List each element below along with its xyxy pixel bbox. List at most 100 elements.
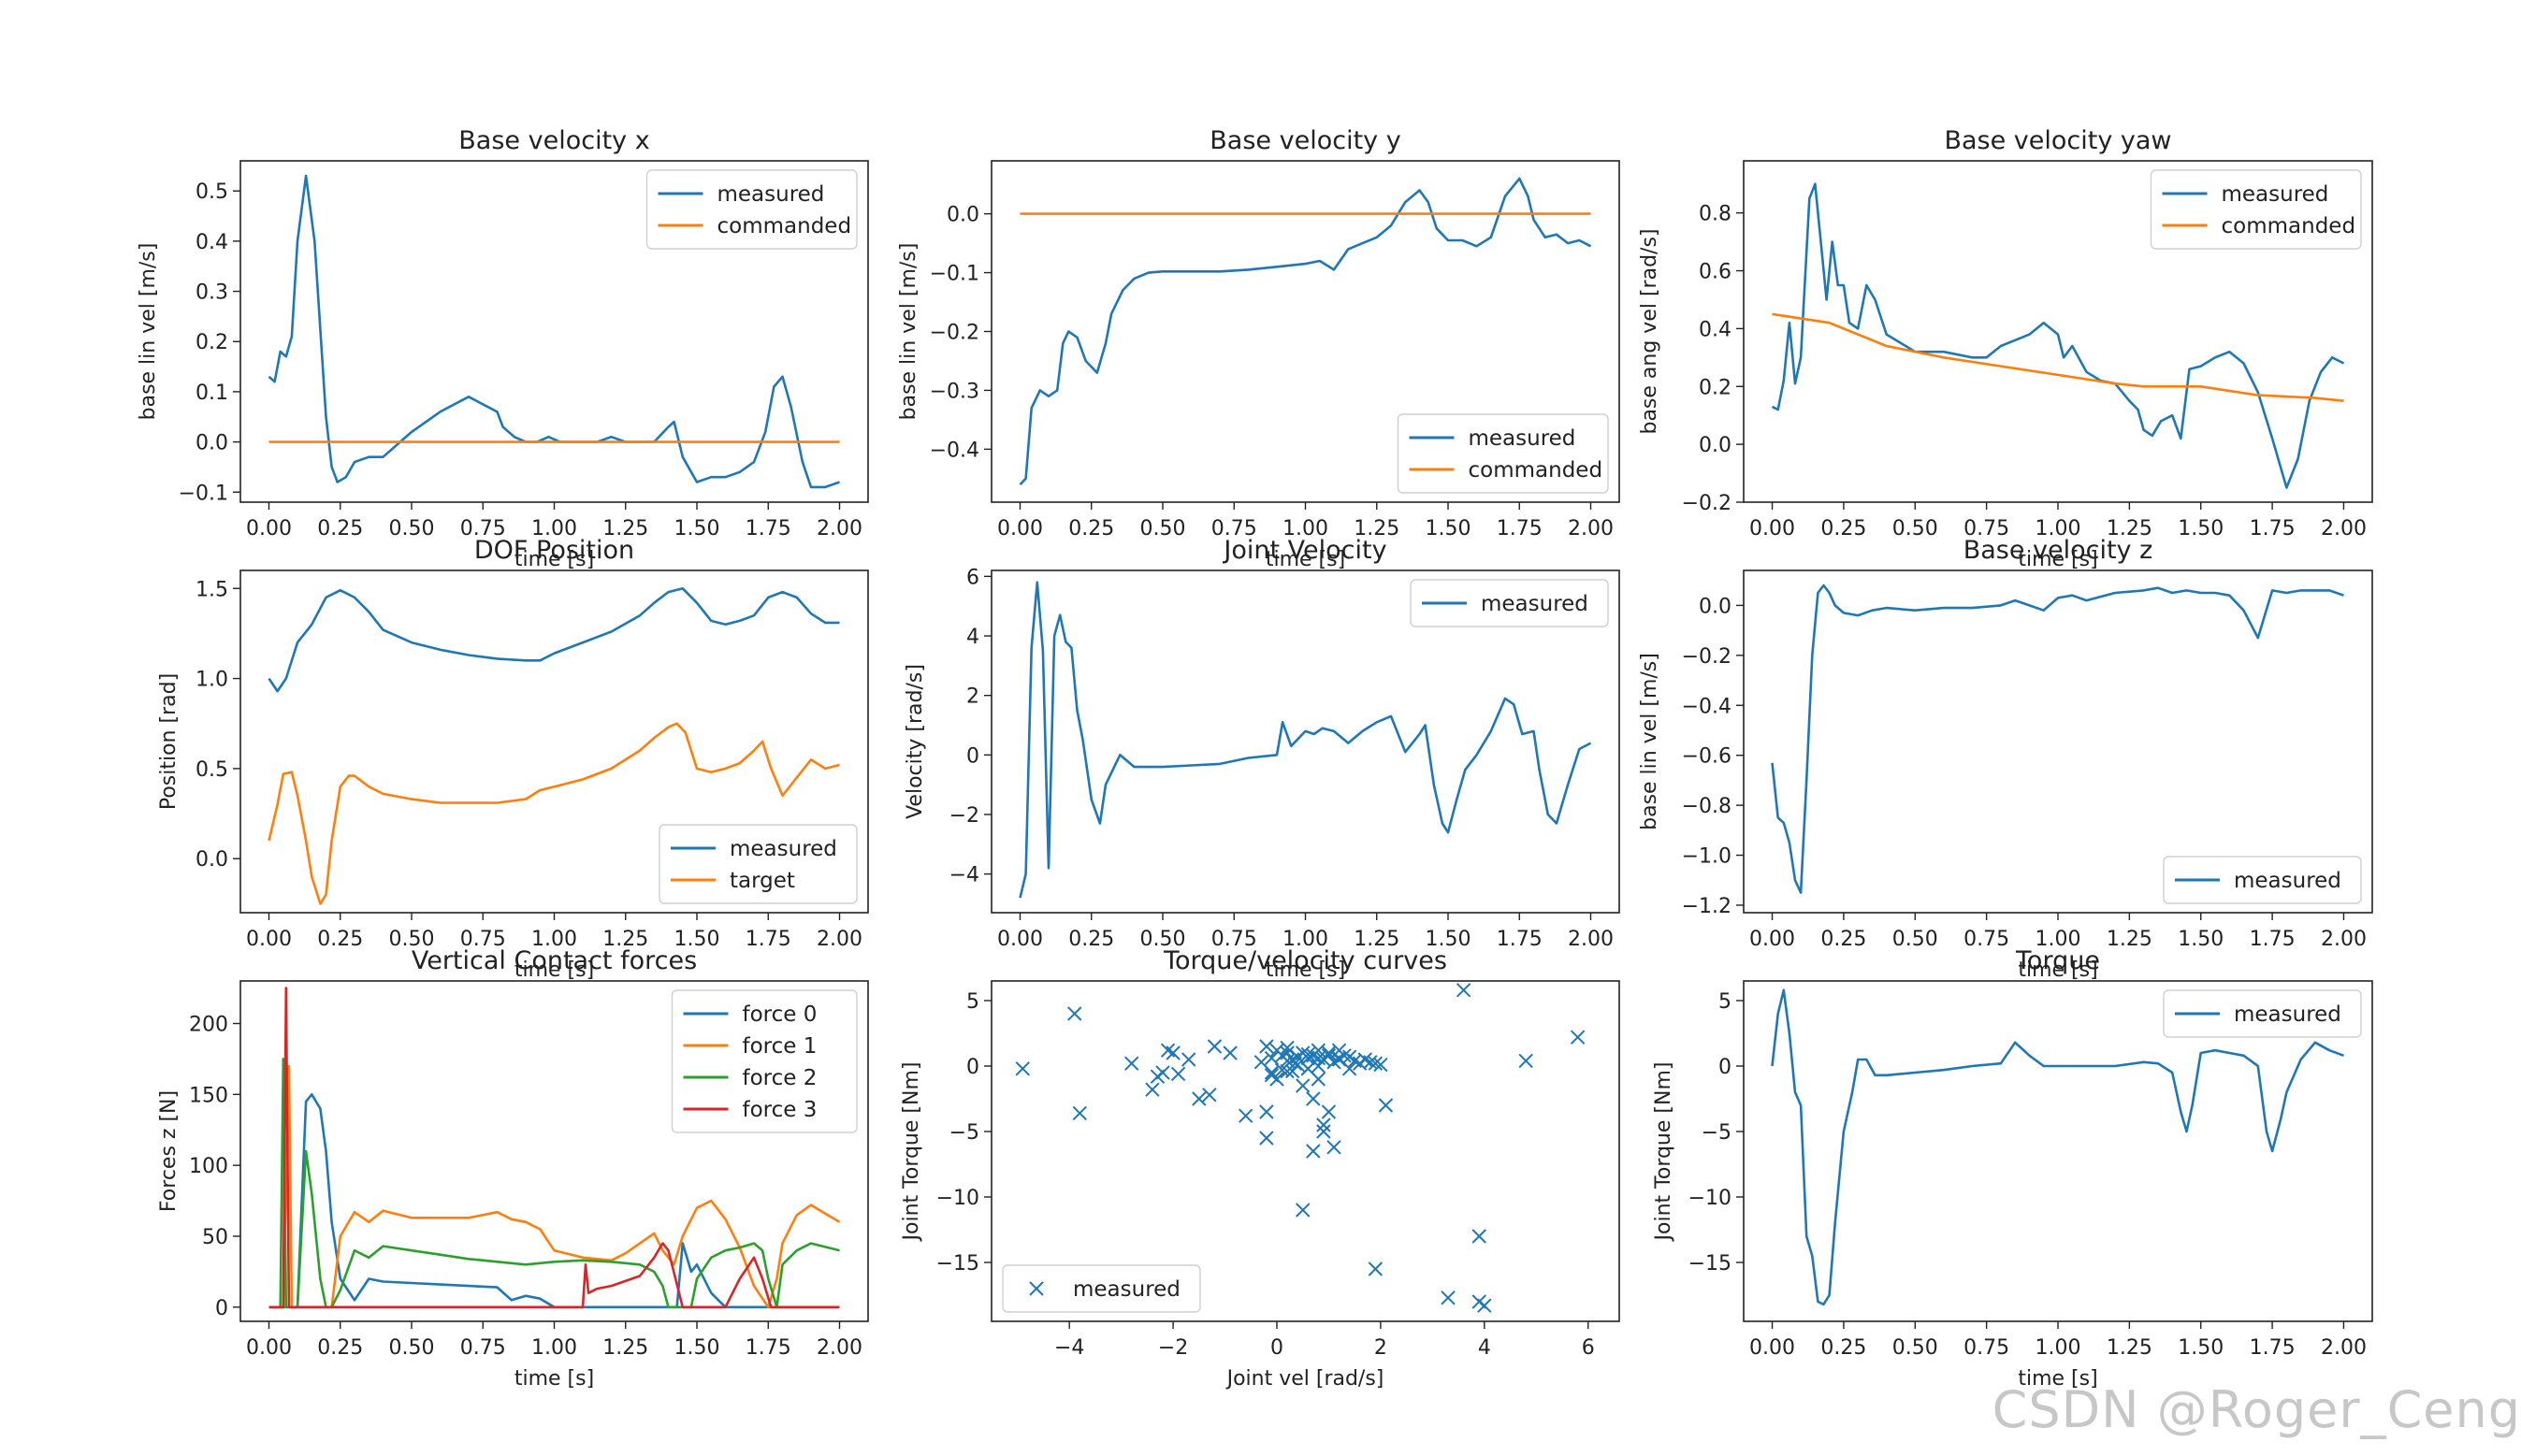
legend-label: force 1 xyxy=(743,1034,818,1059)
x-tick-label: 0.00 xyxy=(246,928,292,951)
x-tick-label: 1.00 xyxy=(2036,1336,2081,1360)
data-point xyxy=(1570,1030,1586,1045)
data-point xyxy=(1259,1039,1274,1054)
series-line-force-2 xyxy=(268,1058,840,1309)
x-tick-label: 0.25 xyxy=(317,517,363,541)
x-tick-label: 1.00 xyxy=(2036,928,2081,951)
y-tick-label: −5 xyxy=(949,1121,979,1145)
legend: measured commanded xyxy=(1397,413,1609,494)
y-tick-label: 50 xyxy=(202,1226,228,1249)
x-tick-label: 2.00 xyxy=(1568,517,1614,541)
x-tick-label: 1.00 xyxy=(531,517,577,541)
x-tick-label: 1.75 xyxy=(1497,928,1543,951)
data-point xyxy=(1145,1082,1160,1097)
x-tick-label: 6 xyxy=(1582,1336,1595,1360)
chart-title: Base velocity y xyxy=(1210,126,1400,155)
legend-label: measured xyxy=(730,837,837,861)
y-axis-label: base lin vel [m/s] xyxy=(1638,653,1661,830)
data-point xyxy=(1368,1261,1384,1276)
data-point xyxy=(1264,1068,1280,1083)
y-tick-label: 6 xyxy=(966,566,979,589)
plot-area xyxy=(268,587,840,905)
x-tick-label: 0.75 xyxy=(460,928,506,951)
y-tick-label: 150 xyxy=(189,1084,228,1107)
y-tick-label: 0.4 xyxy=(1699,318,1731,341)
series-line-measured xyxy=(1019,177,1592,486)
x-tick-label: −2 xyxy=(1158,1336,1188,1360)
x-tick-label: 0.25 xyxy=(1068,517,1114,541)
x-tick-label: 2.00 xyxy=(2321,928,2367,951)
data-point xyxy=(1259,1131,1274,1146)
data-point xyxy=(1321,1104,1337,1119)
x-tick-label: 1.00 xyxy=(531,928,577,951)
y-tick-label: 0.0 xyxy=(947,204,979,227)
x-tick-label: 2 xyxy=(1374,1336,1387,1360)
y-tick-label: −0.1 xyxy=(930,263,979,286)
y-tick-label: 0.2 xyxy=(196,331,228,354)
legend-marker xyxy=(1029,1281,1044,1296)
x-tick-label: 0.00 xyxy=(1749,928,1795,951)
x-tick-label: 0.75 xyxy=(460,517,506,541)
series-line-measured xyxy=(268,174,840,489)
x-tick-label: 0.25 xyxy=(317,928,363,951)
series-line-force-0 xyxy=(268,1093,840,1309)
x-tick-label: 1.50 xyxy=(2178,928,2224,951)
y-tick-label: 0.3 xyxy=(196,281,228,305)
legend-label: measured xyxy=(1469,426,1576,451)
plot-area xyxy=(1019,581,1592,899)
x-axis-label: time [s] xyxy=(1266,548,1345,571)
legend-box xyxy=(1002,1264,1201,1313)
plot-area xyxy=(1019,177,1592,486)
y-tick-label: 200 xyxy=(189,1014,228,1037)
x-tick-label: 0.00 xyxy=(1749,517,1795,541)
plot-area xyxy=(1771,584,2344,894)
y-axis-label: Joint Torque [Nm] xyxy=(900,1062,923,1243)
x-tick-label: 0.25 xyxy=(1820,1336,1866,1360)
x-tick-label: 0 xyxy=(1270,1336,1283,1360)
x-tick-label: 1.50 xyxy=(1426,928,1471,951)
y-tick-label: 1.0 xyxy=(196,669,228,692)
x-tick-label: −4 xyxy=(1054,1336,1084,1360)
data-point xyxy=(1331,1050,1347,1066)
x-tick-label: 1.50 xyxy=(1426,517,1471,541)
x-tick-label: 4 xyxy=(1478,1336,1491,1360)
legend-box xyxy=(2163,856,2362,904)
x-tick-label: 1.25 xyxy=(1354,517,1399,541)
y-tick-label: 0.0 xyxy=(196,432,228,455)
y-tick-label: 0 xyxy=(966,744,979,768)
data-point xyxy=(1311,1059,1326,1074)
y-tick-label: 0 xyxy=(966,1056,979,1079)
y-tick-label: 5 xyxy=(1718,990,1731,1014)
legend-label: target xyxy=(730,869,795,893)
chart-title: Torque/velocity curves xyxy=(1163,946,1447,975)
y-tick-label: 0.5 xyxy=(196,180,228,204)
plot-area xyxy=(1015,983,1586,1313)
data-point xyxy=(1239,1108,1253,1123)
data-point xyxy=(1296,1078,1311,1093)
legend-box xyxy=(1397,413,1609,494)
y-axis-label: Velocity [rad/s] xyxy=(904,664,927,819)
chart-5: Joint Velocity 0.00 0.25 0.50 0.75 1.00 1.25 1.… xyxy=(904,536,1620,982)
chart-6: Base velocity z 0.00 0.25 0.50 0.75 1.00 1.25 1… xyxy=(1638,536,2373,982)
chart-title: Base velocity yaw xyxy=(1944,126,2171,155)
data-point xyxy=(1300,1061,1315,1076)
legend-label: measured xyxy=(717,182,825,207)
y-tick-label: −10 xyxy=(1688,1187,1731,1210)
x-tick-label: 2.00 xyxy=(817,1336,862,1360)
chart-title: Joint Velocity xyxy=(1222,536,1386,565)
chart-title: Vertical Contact forces xyxy=(412,946,697,975)
legend-box xyxy=(2163,989,2362,1038)
y-tick-label: −0.6 xyxy=(1682,745,1731,769)
x-tick-label: 0.00 xyxy=(997,928,1043,951)
x-tick-label: 1.00 xyxy=(1282,517,1328,541)
x-axis-label: Joint vel [rad/s] xyxy=(1225,1367,1384,1391)
data-point xyxy=(1518,1053,1533,1069)
x-tick-label: 1.25 xyxy=(602,928,648,951)
plot-area xyxy=(1771,988,2344,1306)
data-point xyxy=(1181,1052,1196,1067)
x-tick-label: 0.00 xyxy=(246,1336,292,1360)
y-tick-label: −10 xyxy=(936,1187,979,1210)
series-line-target xyxy=(268,722,840,905)
data-point xyxy=(1072,1105,1087,1121)
y-tick-label: −5 xyxy=(1702,1121,1731,1145)
